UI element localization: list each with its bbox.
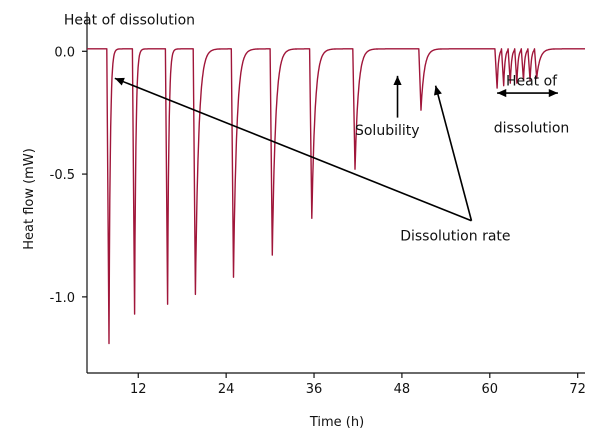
annotation-text: Dissolution rate xyxy=(400,228,510,244)
y-tick-label: 0.0 xyxy=(54,45,75,60)
arrow-head xyxy=(548,88,558,98)
arrow-line xyxy=(114,77,472,222)
x-tick-label: 60 xyxy=(482,382,499,397)
arrow-head xyxy=(114,77,125,86)
arrow-head xyxy=(434,85,442,96)
ticks: 12 24 36 48 60 72 0.0 -0.5 -1.0 xyxy=(50,45,586,397)
annotation-text: dissolution xyxy=(494,120,570,136)
series-line xyxy=(87,48,585,345)
annotation-text: Solubility xyxy=(355,123,420,139)
arrow-head xyxy=(497,88,507,98)
x-tick-label: 48 xyxy=(394,382,411,397)
annotation-text: Heat of dissolution xyxy=(64,12,195,28)
annotation-text: Heat of xyxy=(506,74,558,90)
arrow-head xyxy=(393,75,402,85)
x-tick-label: 72 xyxy=(569,382,586,397)
x-tick-label: 12 xyxy=(130,382,147,397)
x-axis-label: Time (h) xyxy=(309,415,364,430)
annotations: Heat of dissolution Solubility Heat of diss… xyxy=(64,12,569,244)
axes xyxy=(86,12,585,374)
y-tick-label: -1.0 xyxy=(50,291,75,306)
arrows xyxy=(114,75,558,222)
arrow-line xyxy=(434,85,473,221)
x-tick-label: 36 xyxy=(306,382,323,397)
y-tick-label: -0.5 xyxy=(50,168,75,183)
x-tick-label: 24 xyxy=(218,382,235,397)
y-axis-label: Heat flow (mW) xyxy=(22,148,37,250)
